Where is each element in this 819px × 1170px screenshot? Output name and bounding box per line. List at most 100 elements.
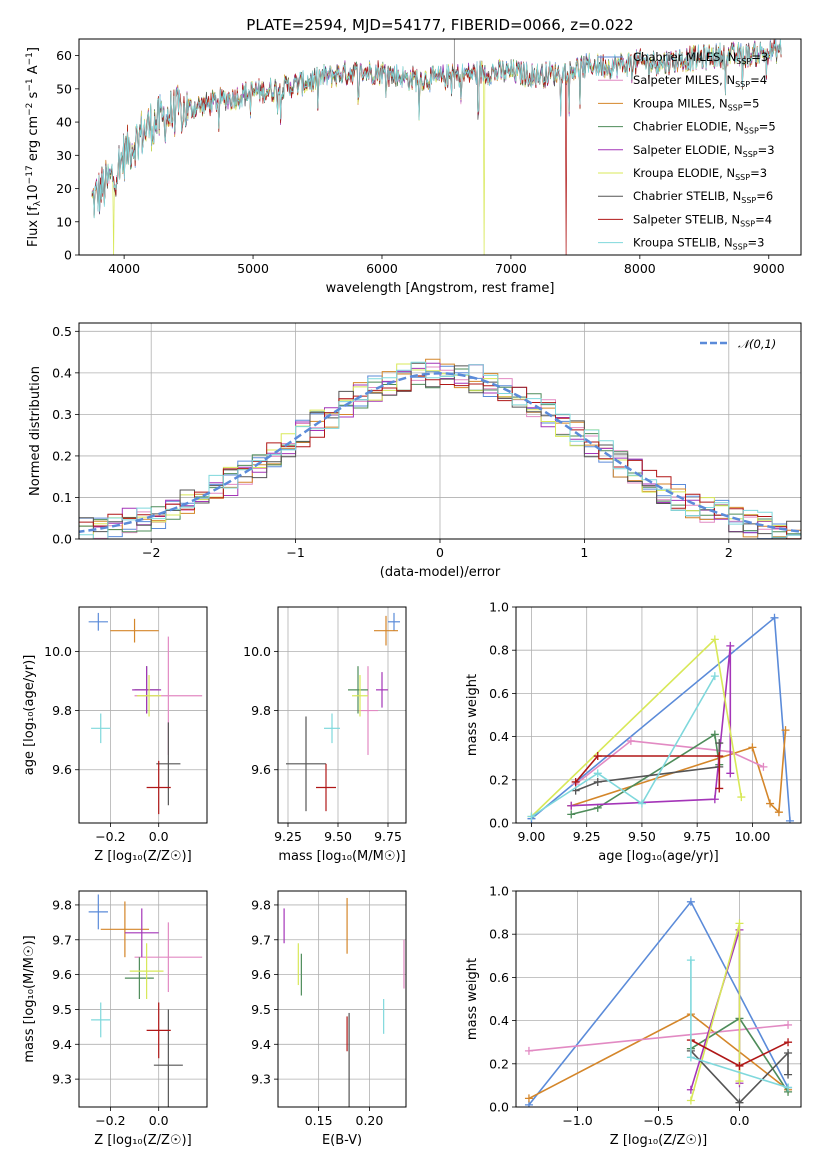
panel-age_vs_mass: 9.25 9.50 9.75 9.6 9.8 10.0 mass [log₁₀(M/M☉)] xyxy=(243,606,407,864)
series-marker xyxy=(710,672,719,681)
series-marker xyxy=(784,1020,793,1029)
y-tick-label: 0.2 xyxy=(489,1056,509,1071)
errorbar-point-salpeter-elodie xyxy=(124,908,159,958)
legend-nssp-label: N xyxy=(719,96,728,110)
y-tick-label: 0.3 xyxy=(52,407,72,422)
series-marker xyxy=(766,799,775,808)
errorbar-point-kroupa-miles xyxy=(110,618,159,643)
series-marker xyxy=(527,812,536,821)
series-line xyxy=(528,1024,789,1052)
legend-nssp-value: =6 xyxy=(756,189,773,203)
x-axis-label: Z [log₁₀(Z/Z☉)] xyxy=(94,1133,191,1148)
series-marker xyxy=(774,808,783,817)
y-tick-label: 0.4 xyxy=(52,365,72,380)
series-line xyxy=(575,755,721,789)
legend-nssp-sub: SSP xyxy=(736,57,751,66)
x-tick-label: 2 xyxy=(725,545,733,560)
x-tick-label: 4000 xyxy=(108,261,140,276)
y-tick-label: 9.8 xyxy=(52,897,72,912)
y-tick-label: 0.0 xyxy=(52,532,72,547)
series-marker xyxy=(626,736,635,745)
legend-nssp-value: =5 xyxy=(743,96,760,110)
y-tick-label: 10.0 xyxy=(44,644,72,659)
series-line xyxy=(571,733,721,816)
errorbar-point-chabrier-miles xyxy=(88,894,108,930)
legend-nssp-label: N xyxy=(735,120,744,134)
legend-nssp-label: N xyxy=(726,166,735,180)
y-tick-label: 0.4 xyxy=(489,1013,509,1028)
errorbar-point-kroupa-stelib xyxy=(324,713,340,744)
y-axis-label-part: −1 xyxy=(25,78,35,91)
y-axis-label-part: erg cm xyxy=(26,116,41,165)
series-marker xyxy=(726,769,735,778)
y-tick-label: 0.2 xyxy=(52,448,72,463)
y-tick-label: 9.5 xyxy=(52,1002,72,1017)
x-tick-label: 9.00 xyxy=(518,829,546,844)
y-tick-label: 20 xyxy=(56,181,72,196)
y-tick-label: 60 xyxy=(56,48,72,63)
series-salpeter-miles xyxy=(524,1020,793,1055)
y-tick-label: 50 xyxy=(56,81,72,96)
x-axis-label: wavelength [Angstrom, rest frame] xyxy=(326,281,555,296)
y-axis-label-part: −2 xyxy=(25,103,35,116)
x-tick-label: 9.50 xyxy=(628,829,656,844)
legend-nssp-label: N xyxy=(726,73,735,87)
axes-frame xyxy=(277,890,407,1108)
y-tick-label: 0.4 xyxy=(489,729,509,744)
legend-entry: Salpeter MILES, NSSP=4 xyxy=(633,73,767,89)
y-tick-label: 9.7 xyxy=(251,932,271,947)
series-marker xyxy=(686,1053,695,1062)
legend-model-name: Chabrier MILES, xyxy=(633,50,728,64)
series-kroupa-elodie xyxy=(686,919,744,1105)
y-tick-label: 9.5 xyxy=(251,1002,271,1017)
series-marker xyxy=(567,801,576,810)
legend-nssp-label: N xyxy=(734,143,743,157)
x-tick-label: 9.75 xyxy=(683,829,711,844)
y-tick-label: 0 xyxy=(64,248,72,263)
series-marker xyxy=(710,730,719,739)
y-axis-label: mass [log₁₀(M/M☉)] xyxy=(22,935,37,1062)
series-line xyxy=(690,1050,789,1104)
spectrum-line-kroupa-stelib xyxy=(91,39,782,219)
errorbar-point-salpeter-elodie xyxy=(376,672,388,708)
series-marker xyxy=(715,784,724,793)
y-tick-label: 9.3 xyxy=(251,1072,271,1087)
y-tick-label: 9.8 xyxy=(251,703,271,718)
series-marker xyxy=(686,956,695,965)
legend-nssp-value: =4 xyxy=(755,212,772,226)
legend-nssp-label: N xyxy=(724,236,733,250)
errorbar-point-kroupa-miles xyxy=(100,901,150,958)
x-axis-label: (data-model)/error xyxy=(380,565,501,580)
axes-frame xyxy=(78,890,208,1108)
y-tick-label: 0.6 xyxy=(489,686,509,701)
y-tick-label: 9.6 xyxy=(52,762,72,777)
x-tick-label: −0.2 xyxy=(95,829,125,844)
panel-mass_vs_Z: −0.2 0.0 9.3 9.4 9.5 9.6 9.7 9.8 Z [log₁₀(Z/Z☉)]… xyxy=(22,890,208,1148)
x-tick-label: 0.0 xyxy=(149,829,169,844)
plot-area xyxy=(88,612,203,815)
x-tick-label: 10.00 xyxy=(734,829,770,844)
series-marker xyxy=(784,1070,793,1079)
legend-entry: Chabrier MILES, NSSP=3 xyxy=(633,50,768,66)
y-tick-label: 9.6 xyxy=(251,762,271,777)
y-tick-label: 9.6 xyxy=(251,967,271,982)
series-marker xyxy=(571,777,580,786)
errorbar-point-chabrier-miles xyxy=(388,612,400,631)
x-tick-label: 0.15 xyxy=(305,1113,333,1128)
x-axis-label: mass [log₁₀(M/M☉)] xyxy=(278,849,405,864)
axes-frame xyxy=(78,322,802,540)
y-axis-label-part: −1 xyxy=(25,52,35,65)
histogram-kroupa-stelib xyxy=(79,361,801,539)
errorbar-point-salpeter-elodie xyxy=(132,666,162,714)
series-kroupa-miles xyxy=(567,726,790,817)
x-axis-label: Z [log₁₀(Z/Z☉)] xyxy=(94,849,191,864)
y-axis-label: mass weight xyxy=(465,674,480,756)
series-marker xyxy=(686,1096,695,1105)
x-tick-label: 9.50 xyxy=(324,829,352,844)
series-line xyxy=(530,637,743,818)
y-axis-label-part: A xyxy=(26,65,41,78)
legend-nssp-sub: SSP xyxy=(733,243,748,252)
errorbar-point-salpeter-stelib xyxy=(146,1002,171,1059)
series-marker xyxy=(710,795,719,804)
